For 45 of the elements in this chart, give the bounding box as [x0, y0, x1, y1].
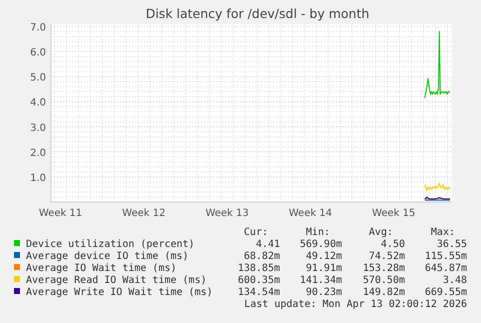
y-tick-label: 7.0 [30, 22, 46, 34]
line-series [424, 182, 450, 192]
legend-label: Device utilization (percent) [26, 239, 195, 250]
y-tick-label: 4.0 [30, 98, 46, 109]
text: 600.35m [238, 275, 280, 286]
text: 49.12m [306, 251, 342, 262]
text: 3.48 [442, 275, 467, 286]
text: 141.34m [300, 275, 342, 286]
text: 570.50m [362, 275, 405, 286]
text: 4.41 [256, 239, 280, 250]
text: 134.54m [238, 287, 280, 298]
x-tick-label: Week 11 [38, 208, 82, 219]
text: 153.28m [362, 263, 405, 274]
text: Min: [306, 227, 330, 238]
text: Last update: Mon Apr 13 02:00:12 2026 [244, 299, 467, 310]
text: 149.82m [362, 287, 405, 298]
y-tick-label: 2.0 [30, 148, 46, 159]
text: 645.87m [424, 263, 467, 274]
text: 669.55m [424, 287, 467, 298]
x-tick-label: Week 14 [288, 208, 332, 219]
legend-label: Average device IO time (ms) [26, 251, 189, 262]
text: 138.85m [238, 263, 280, 274]
y-tick-label: 6.0 [30, 48, 46, 59]
text: 36.55 [436, 239, 467, 250]
y-tick-label: 1.0 [30, 172, 46, 184]
legend-label: Average IO Wait time (ms) [26, 263, 177, 274]
text: 91.91m [306, 263, 342, 274]
x-tick-label: Week 13 [205, 208, 249, 219]
legend-label: Average Read IO Wait time (ms) [26, 275, 207, 286]
text: 74.52m [368, 251, 405, 262]
legend-label: Average Write IO Wait time (ms) [26, 287, 213, 298]
x-tick-label: Week 15 [372, 208, 416, 219]
y-tick-label: 3.0 [30, 122, 46, 134]
text: 115.55m [424, 251, 467, 262]
line-series [424, 31, 450, 98]
text: Max: [430, 227, 455, 238]
text: Cur: [244, 227, 268, 238]
text: Avg: [368, 227, 393, 238]
text: 4.50 [380, 239, 405, 250]
text: 569.90m [300, 239, 342, 250]
y-tick-label: 5.0 [30, 72, 46, 84]
chart-title: Disk latency for /dev/sdl - by month [146, 6, 370, 21]
text: 68.82m [244, 251, 280, 262]
x-tick-label: Week 12 [122, 208, 166, 219]
text: 90.23m [306, 287, 342, 298]
